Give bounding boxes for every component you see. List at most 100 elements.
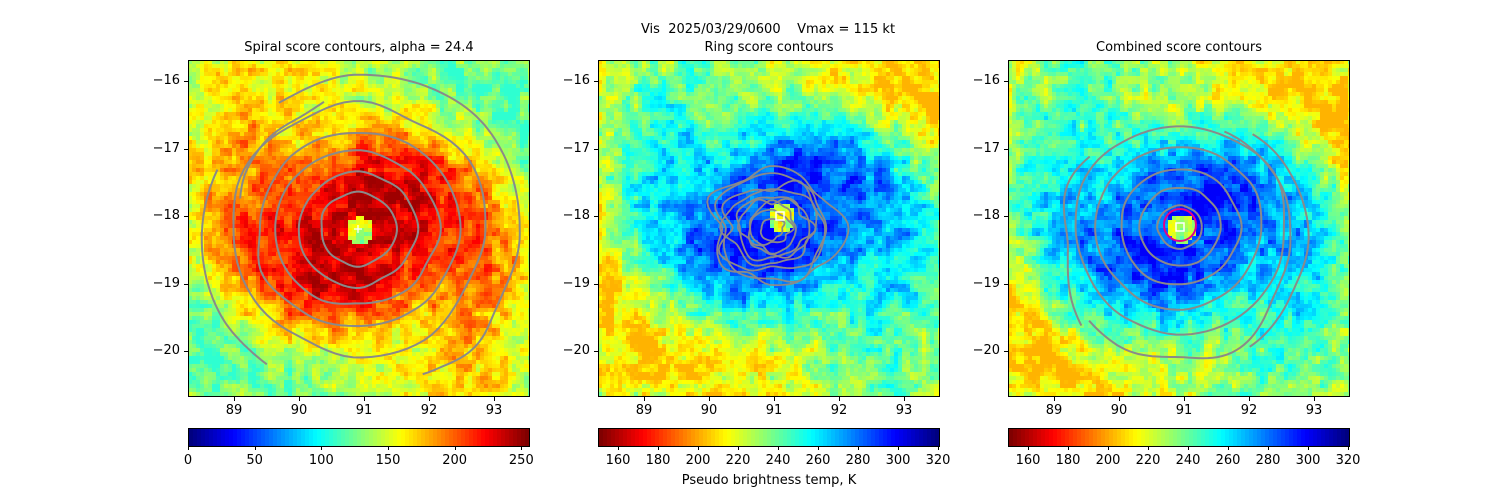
spiral-ytick-label: −17 [140, 141, 180, 156]
colorbar-label: Pseudo brightness temp, K [598, 473, 940, 488]
ring-ytick-mark [594, 351, 598, 352]
ring-contour-2 [749, 208, 795, 246]
ring-colorbar-tick-label: 320 [918, 453, 958, 468]
spiral-ytick-mark [184, 216, 188, 217]
combined-colorbar-tick-mark [1348, 446, 1349, 450]
combined-contour-arc [1062, 155, 1091, 327]
combined-contour-2 [1138, 187, 1222, 267]
spiral-colorbar-tick-label: 0 [168, 453, 208, 468]
combined-colorbar-tick-label: 240 [1168, 453, 1208, 468]
spiral-xtick-label: 92 [414, 403, 444, 418]
combined-panel-title: Combined score contours [1008, 40, 1350, 55]
spiral-xtick-mark [494, 397, 495, 401]
spiral-contour-arc [200, 169, 268, 366]
spiral-colorbar-tick-label: 100 [301, 453, 341, 468]
combined-ytick-label: −20 [960, 343, 1000, 358]
combined-xtick-mark [1249, 397, 1250, 401]
ring-xtick-label: 91 [759, 403, 789, 418]
spiral-xtick-label: 90 [284, 403, 314, 418]
ring-colorbar-tick-mark [818, 446, 819, 450]
spiral-colorbar-tick-label: 250 [501, 453, 541, 468]
combined-contour-4 [1094, 146, 1263, 311]
combined-xtick-label: 92 [1234, 403, 1264, 418]
ring-ytick-label: −17 [550, 141, 590, 156]
ring-ytick-mark [594, 81, 598, 82]
combined-ytick-label: −19 [960, 276, 1000, 291]
ring-center-marker [775, 211, 785, 221]
combined-xtick-mark [1184, 397, 1185, 401]
ring-colorbar-tick-mark [898, 446, 899, 450]
ring-xtick-label: 90 [694, 403, 724, 418]
spiral-xtick-label: 89 [219, 403, 249, 418]
ring-ytick-label: −19 [550, 276, 590, 291]
combined-colorbar-gradient [1009, 429, 1350, 446]
ring-xtick-mark [709, 397, 710, 401]
combined-contour-1 [1156, 204, 1203, 250]
combined-contour-outer [1088, 130, 1292, 360]
ring-xtick-mark [839, 397, 840, 401]
combined-ytick-mark [1004, 216, 1008, 217]
ring-colorbar-tick-mark [778, 446, 779, 450]
combined-colorbar-tick-mark [1228, 446, 1229, 450]
ring-contour-5 [735, 196, 817, 262]
ring-contour-1 [759, 218, 786, 242]
ring-colorbar-tick-mark [618, 446, 619, 450]
ring-contour-6 [719, 188, 818, 267]
ring-colorbar-tick-label: 180 [638, 453, 678, 468]
ring-colorbar-tick-mark [658, 446, 659, 450]
combined-ytick-mark [1004, 283, 1008, 285]
combined-colorbar-tick-mark [1068, 446, 1069, 450]
ring-colorbar-tick-mark [738, 446, 739, 450]
spiral-colorbar [188, 428, 530, 447]
spiral-colorbar-tick-label: 50 [235, 453, 275, 468]
ring-ytick-mark [594, 148, 598, 150]
ring-colorbar-tick-label: 260 [798, 453, 838, 468]
combined-panel-plot [1008, 60, 1350, 397]
spiral-contour-outer [278, 73, 521, 376]
ring-colorbar-tick-label: 300 [878, 453, 918, 468]
combined-xtick-label: 91 [1169, 403, 1199, 418]
spiral-ytick-label: −16 [140, 73, 180, 88]
spiral-colorbar-tick-label: 200 [435, 453, 475, 468]
spiral-ytick-mark [184, 81, 188, 82]
spiral-contour-1 [320, 190, 398, 268]
combined-colorbar-tick-mark [1028, 446, 1029, 450]
ring-contour-4 [736, 198, 811, 259]
ring-xtick-label: 93 [889, 403, 919, 418]
spiral-ytick-mark [184, 148, 188, 150]
spiral-heatmap-image [188, 60, 530, 397]
combined-ytick-mark [1004, 81, 1008, 82]
spiral-ytick-mark [184, 283, 188, 285]
spiral-ytick-label: −19 [140, 276, 180, 291]
spiral-contour-4 [257, 132, 462, 327]
combined-contour-5 [1074, 125, 1285, 336]
spiral-ytick-label: −18 [140, 208, 180, 223]
combined-ytick-mark [1004, 148, 1008, 150]
combined-colorbar-tick-label: 220 [1128, 453, 1168, 468]
spiral-colorbar-tick-mark [188, 446, 189, 450]
ring-ytick-mark [594, 283, 598, 285]
spiral-colorbar-tick-mark [521, 446, 523, 450]
combined-xtick-mark [1119, 397, 1120, 401]
combined-center-marker [1175, 222, 1185, 232]
combined-colorbar-tick-label: 280 [1248, 453, 1288, 468]
combined-heatmap-image [1008, 60, 1350, 397]
ring-xtick-mark [904, 397, 905, 401]
spiral-colorbar-gradient [189, 429, 530, 446]
combined-ytick-mark [1004, 351, 1008, 352]
combined-colorbar-tick-mark [1268, 446, 1269, 450]
combined-ytick-label: −16 [960, 73, 1000, 88]
ring-colorbar-gradient [599, 429, 940, 446]
combined-contour-3 [1120, 168, 1243, 286]
spiral-colorbar-tick-mark [454, 446, 456, 450]
combined-eye-circle [1163, 208, 1197, 242]
spiral-center-marker [354, 225, 362, 233]
spiral-contour-3 [274, 149, 442, 305]
combined-xtick-label: 93 [1299, 403, 1329, 418]
combined-ytick-label: −17 [960, 141, 1000, 156]
spiral-xtick-mark [299, 397, 300, 401]
combined-colorbar-tick-mark [1188, 446, 1189, 450]
ring-panel-title: Ring score contours [598, 40, 940, 55]
combined-xtick-label: 90 [1104, 403, 1134, 418]
ring-xtick-mark [774, 397, 775, 401]
